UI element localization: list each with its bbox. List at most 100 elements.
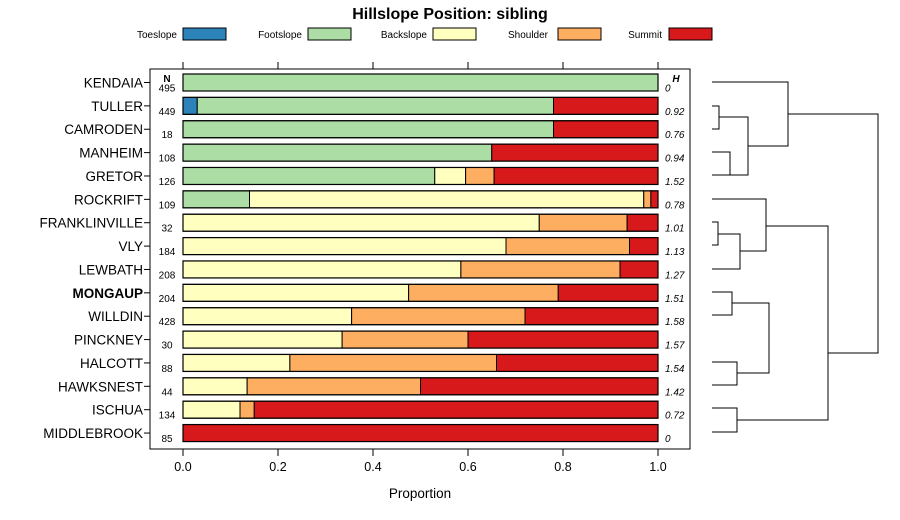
bar-franklinville-summit [626,213,659,232]
bar-outline-kendaia [182,73,659,92]
n-value-kendaia: 495 [159,84,176,95]
n-value-lewbath: 208 [159,270,176,281]
bar-outline-manheim [182,143,659,162]
dendrogram-branch-10 [712,407,738,433]
h-value-hawksnest: 1.42 [665,387,685,398]
soil-label-hawksnest: HAWKSNEST [58,379,143,394]
h-value-rockrift: 0.78 [665,200,685,211]
bar-halcott-backslope [182,353,291,372]
legend-swatch-shoulder [557,27,602,41]
h-column-header: H [672,74,680,85]
n-value-halcott: 88 [161,364,173,375]
legend-swatch-toeslope [182,27,227,41]
n-value-pinckney: 30 [161,341,173,352]
n-value-hawksnest: 44 [161,387,173,398]
chart-title: Hillslope Position: sibling [352,6,548,23]
h-value-ischua: 0.72 [665,411,685,422]
bar-halcott-shoulder [289,353,497,372]
h-value-halcott: 1.54 [665,364,685,375]
bar-gretor-shoulder [465,166,495,185]
bar-outline-hawksnest [182,377,659,396]
soil-label-middlebrook: MIDDLEBROOK [43,426,143,441]
stacked-bars [182,73,659,443]
bar-lewbath-shoulder [460,260,621,279]
bar-outline-rockrift [182,190,659,209]
dendrogram-branch-12 [788,113,879,354]
bar-halcott-summit [496,353,659,372]
bar-outline-mongaup [182,283,659,302]
soil-label-willdin: WILLDIN [88,309,143,324]
soil-label-halcott: HALCOTT [80,356,143,371]
bar-pinckney-summit [467,330,659,349]
bar-outline-middlebrook [182,423,659,443]
soil-label-manheim: MANHEIM [79,146,143,161]
x-tick-label-2: 0.4 [364,460,381,474]
soil-label-franklinville: FRANKLINVILLE [39,216,143,231]
legend-label-backslope: Backslope [381,30,428,41]
bar-outline-gretor [182,166,659,186]
bar-mongaup-summit [557,283,659,302]
bar-rockrift-backslope [249,190,645,209]
dendrogram [712,81,879,433]
legend-swatch-footslope [307,27,352,41]
soil-label-vly: VLY [118,239,143,254]
bar-kendaia-footslope [182,73,659,92]
legend-swatch-backslope [432,27,477,41]
bar-manheim-footslope [182,143,493,162]
bar-camroden-footslope [182,120,554,139]
n-value-manheim: 108 [159,154,176,165]
dendrogram-branch-3 [712,81,789,147]
bar-outline-tuller [182,96,659,115]
h-value-middlebrook: 0 [665,434,671,445]
bar-rockrift-summit [650,190,659,209]
n-column-header: N [163,74,170,85]
n-value-rockrift: 109 [159,200,176,211]
h-value-lewbath: 1.27 [665,270,685,281]
bar-middlebrook-summit [182,424,659,443]
x-axis-label: Proportion [389,486,451,501]
bar-hawksnest-summit [420,377,659,396]
n-value-franklinville: 32 [161,224,173,235]
chart-legend: Toeslope Footslope Backslope Shoulder Summit [137,27,713,41]
x-tick-label-5: 1.0 [649,460,666,474]
bar-pinckney-backslope [182,330,343,349]
dendrogram-branch-5 [712,233,741,270]
bar-outline-willdin [182,307,659,326]
dendrogram-branch-11 [737,225,829,421]
bar-gretor-summit [493,166,659,185]
bar-tuller-summit [553,96,659,115]
soil-label-tuller: TULLER [91,99,143,114]
bar-outline-halcott [182,353,659,373]
soil-label-rockrift: ROCKRIFT [74,192,143,207]
bar-franklinville-backslope [182,213,540,232]
bar-outline-lewbath [182,260,659,279]
dendrogram-branch-4 [712,221,719,246]
plot-frame [149,68,691,450]
legend-label-shoulder: Shoulder [508,30,549,41]
bar-manheim-summit [491,143,659,162]
bar-vly-backslope [182,237,507,256]
dendrogram-branch-6 [712,198,767,252]
h-value-tuller: 0.92 [665,107,685,118]
bar-outline-pinckney [182,330,659,349]
h-value-manheim: 0.94 [665,154,685,165]
bar-franklinville-shoulder [538,213,628,232]
n-value-mongaup: 204 [159,294,176,305]
n-value-tuller: 449 [159,107,176,118]
x-tick-label-4: 0.8 [554,460,571,474]
bar-lewbath-backslope [182,260,462,279]
x-tick-label-1: 0.2 [269,460,286,474]
bar-mongaup-backslope [182,283,410,302]
bar-ischua-summit [253,400,659,419]
bar-outline-franklinville [182,213,659,232]
bar-outline-camroden [182,120,659,139]
h-value-willdin: 1.58 [665,317,685,328]
bar-hawksnest-shoulder [246,377,421,396]
n-value-ischua: 134 [159,411,176,422]
n-value-camroden: 18 [161,130,173,141]
dendrogram-branch-2 [712,151,731,176]
bar-outline-vly [182,236,659,256]
legend-label-summit: Summit [628,30,662,41]
bar-willdin-summit [524,307,659,326]
